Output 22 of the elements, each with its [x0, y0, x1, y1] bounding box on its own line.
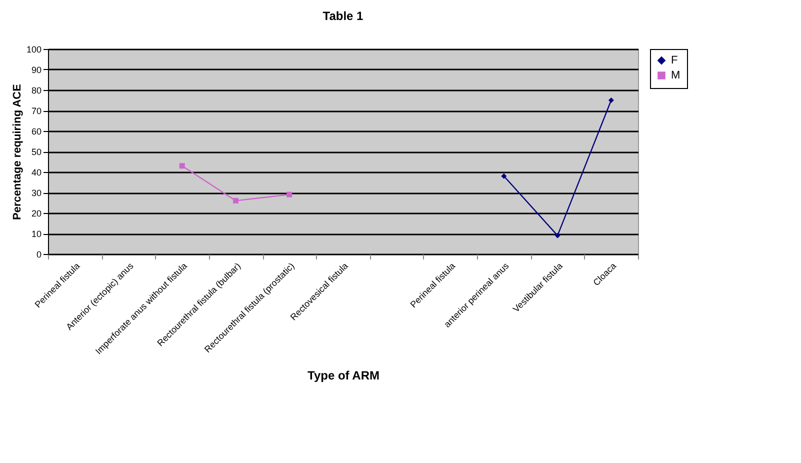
point [501, 173, 507, 179]
y-tick-label: 50 [31, 147, 42, 157]
y-tick-label: 30 [31, 188, 42, 198]
y-tick-label: 90 [31, 65, 42, 75]
legend-label: M [671, 70, 680, 82]
point [286, 192, 292, 198]
y-axis-title: Percentage requiring ACE [11, 84, 24, 220]
y-tick-label: 80 [31, 86, 42, 96]
point [554, 232, 560, 238]
y-tick-label: 10 [31, 229, 42, 239]
y-tick-label: 20 [31, 208, 42, 218]
y-tick-label: 100 [26, 44, 42, 54]
chart-title: Table 1 [322, 9, 364, 23]
x-axis-title: Type of ARM [308, 368, 380, 382]
y-tick-label: 40 [31, 168, 42, 178]
y-tick-label: 60 [31, 126, 42, 136]
legend-label: F [671, 54, 678, 66]
y-tick-label: 0 [36, 250, 42, 260]
point [608, 98, 614, 103]
point [232, 198, 238, 204]
y-tick-label: 70 [31, 106, 42, 116]
point [179, 163, 185, 169]
